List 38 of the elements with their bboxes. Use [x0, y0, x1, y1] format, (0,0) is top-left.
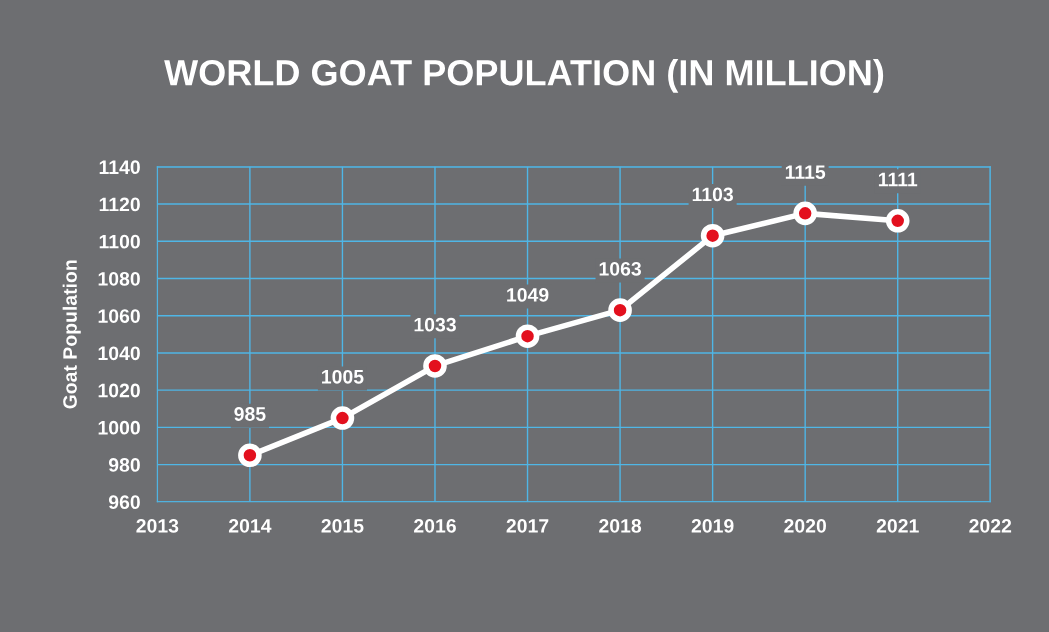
data-label: 1033	[414, 317, 456, 332]
y-tick-label: 1020	[98, 383, 140, 398]
point	[330, 406, 355, 430]
data-label: 985	[234, 407, 266, 421]
x-tick-label: 2014	[228, 518, 272, 533]
y-axis-title: Goat Population	[62, 260, 81, 409]
y-tick-label: 1100	[99, 234, 140, 249]
x-tick-label: 2019	[691, 518, 734, 533]
point	[423, 354, 447, 378]
y-tick-label: 1080	[98, 271, 140, 286]
y-tick-label: 1140	[99, 160, 140, 175]
y-tick-label: 1120	[99, 197, 140, 212]
x-tick-label: 2013	[136, 518, 179, 533]
point	[885, 209, 910, 233]
y-tick-label: 1000	[98, 420, 140, 435]
y-tick-label: 1040	[98, 346, 140, 361]
y-tick-label: 960	[108, 495, 140, 510]
point	[238, 443, 262, 468]
y-tick-label: 1060	[98, 309, 140, 323]
x-tick-label: 2018	[599, 518, 642, 533]
x-tick-label: 2020	[784, 518, 826, 533]
y-tick-label: 980	[108, 458, 140, 472]
point	[608, 298, 632, 322]
x-tick-label: 2017	[506, 518, 549, 533]
point	[793, 201, 817, 226]
data-label: 1111	[878, 172, 918, 187]
x-tick-label: 2015	[321, 518, 364, 533]
data-label: 1005	[322, 369, 364, 384]
x-tick-label: 2016	[414, 518, 456, 533]
data-label: 1103	[692, 187, 734, 202]
point	[700, 223, 725, 248]
x-tick-label: 2022	[969, 518, 1012, 533]
x-tick-label: 2021	[876, 518, 919, 533]
data-label: 1063	[599, 261, 641, 276]
chart-title: WORLD GOAT POPULATION (IN MILLION)	[164, 59, 884, 93]
point	[515, 324, 540, 348]
data-label: 1115	[785, 165, 826, 179]
data-label: 1049	[507, 288, 549, 302]
